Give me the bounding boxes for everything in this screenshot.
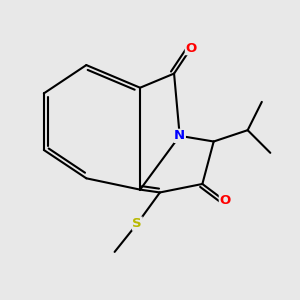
Text: O: O	[219, 194, 231, 208]
Text: S: S	[132, 217, 142, 230]
Text: O: O	[185, 42, 197, 55]
Text: N: N	[174, 129, 185, 142]
